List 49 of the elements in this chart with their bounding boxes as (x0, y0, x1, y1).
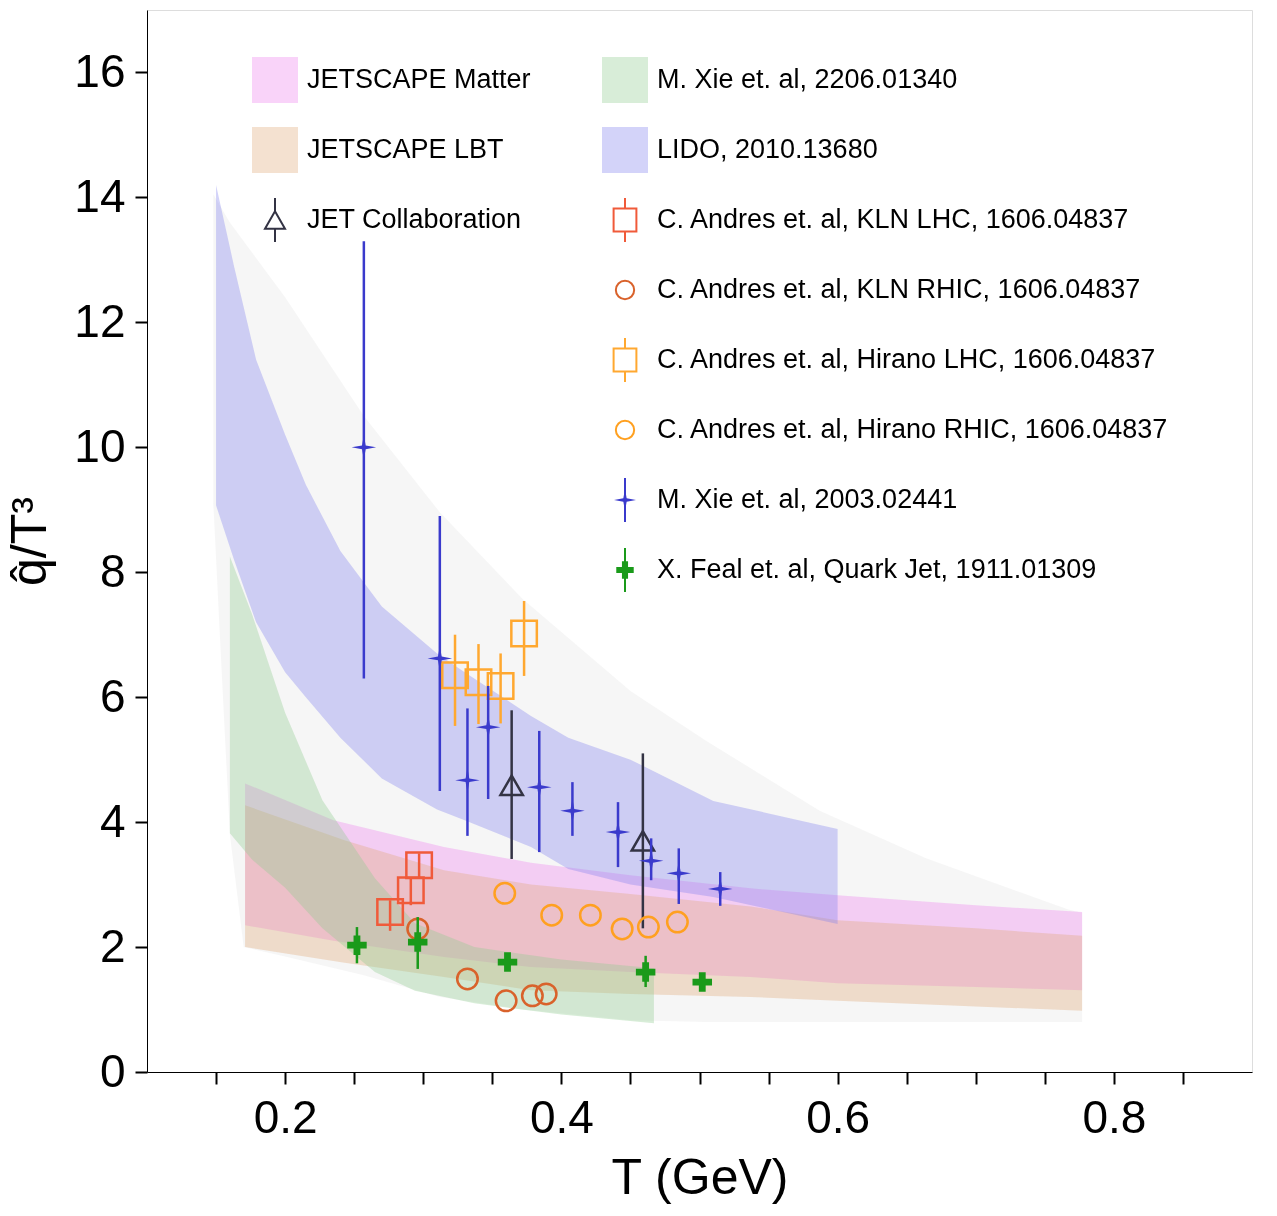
x-tick-label: 0.2 (253, 1090, 318, 1143)
y-tick-label: 8 (99, 544, 126, 597)
point (396, 876, 425, 905)
point (692, 972, 713, 992)
legend-label: C. Andres et. al, Hirano LHC, 1606.04837 (657, 344, 1156, 374)
x-tick-label: 0.8 (1082, 1090, 1147, 1143)
point (494, 989, 518, 1013)
legend-label: C. Andres et. al, Hirano RHIC, 1606.04837 (657, 414, 1168, 444)
y-tick-label: 16 (74, 44, 126, 97)
point (520, 984, 544, 1008)
point (540, 903, 564, 927)
point (610, 917, 634, 941)
point (497, 952, 518, 972)
legend-label: LIDO, 2010.13680 (657, 134, 878, 164)
y-tick-label: 2 (99, 919, 126, 972)
x-tick-label: 0.4 (529, 1090, 594, 1143)
x-axis-title: T (GeV) (611, 1148, 789, 1205)
point (665, 910, 689, 934)
x-tick-label: 0.6 (806, 1090, 871, 1143)
point (455, 967, 479, 991)
point (578, 903, 602, 927)
point (636, 915, 660, 939)
legend-label: JET Collaboration (307, 204, 522, 234)
point (407, 932, 428, 952)
legend-label: JETSCAPE Matter (307, 64, 531, 94)
point (464, 668, 493, 697)
legend-label: X. Feal et. al, Quark Jet, 1911.01309 (657, 554, 1097, 584)
point (441, 661, 470, 690)
legend-label: M. Xie et. al, 2003.02441 (657, 484, 958, 514)
legend-label: C. Andres et. al, KLN LHC, 1606.04837 (657, 204, 1129, 234)
point (534, 982, 558, 1006)
y-tick-label: 10 (74, 419, 126, 472)
point (493, 881, 517, 905)
legend-label: JETSCAPE LBT (307, 134, 504, 164)
y-axis-title: q̂/T³ (1, 497, 58, 586)
y-tick-label: 12 (74, 294, 126, 347)
legend-label: C. Andres et. al, KLN RHIC, 1606.04837 (657, 274, 1141, 304)
legend-label: M. Xie et. al, 2206.01340 (657, 64, 958, 94)
point (499, 774, 525, 797)
y-tick-label: 4 (99, 794, 126, 847)
point (406, 917, 430, 941)
y-tick-label: 0 (99, 1044, 126, 1097)
point (510, 619, 539, 648)
y-tick-label: 14 (74, 169, 126, 222)
y-tick-label: 6 (99, 669, 126, 722)
point (635, 962, 656, 982)
point (347, 935, 367, 955)
point (376, 898, 405, 927)
point (405, 851, 434, 880)
